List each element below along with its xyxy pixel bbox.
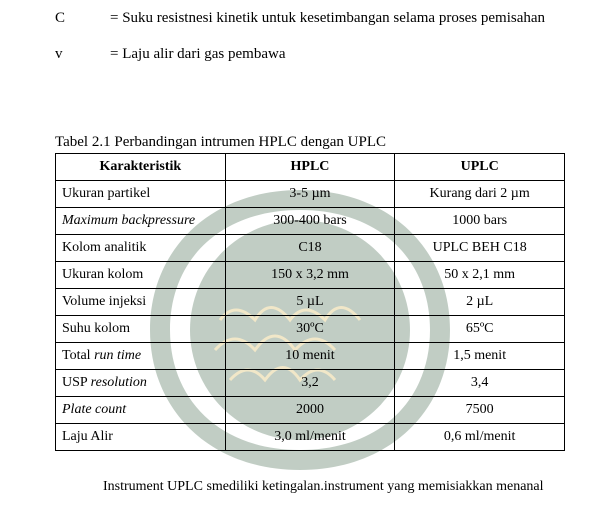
cell-hplc: 30ºC [225, 316, 395, 343]
page-content: C = Suku resistnesi kinetik untuk keseti… [0, 0, 605, 495]
table-header-row: Karakteristik HPLC UPLC [56, 154, 565, 181]
cell-uplc: 1,5 menit [395, 343, 565, 370]
cell-uplc: 0,6 ml/menit [395, 424, 565, 451]
cell-characteristic: Ukuran kolom [56, 262, 226, 289]
definition-v: v = Laju alir dari gas pembawa [55, 36, 565, 72]
cell-characteristic: Suhu kolom [56, 316, 226, 343]
comparison-table: Karakteristik HPLC UPLC Ukuran partikel … [55, 153, 565, 451]
symbol-definitions: C = Suku resistnesi kinetik untuk keseti… [55, 0, 565, 72]
table-row: Maximum backpressure 300-400 bars 1000 b… [56, 208, 565, 235]
cell-characteristic: Plate count [56, 397, 226, 424]
table-row: Volume injeksi 5 µL 2 µL [56, 289, 565, 316]
cell-characteristic: Ukuran partikel [56, 181, 226, 208]
cell-hplc: 2000 [225, 397, 395, 424]
symbol-v: v [55, 36, 110, 72]
label-italic: run time [94, 348, 141, 363]
table-caption: Tabel 2.1 Perbandingan intrumen HPLC den… [55, 134, 565, 151]
cell-characteristic: Maximum backpressure [56, 208, 226, 235]
cell-uplc: 1000 bars [395, 208, 565, 235]
table-row: Ukuran partikel 3-5 µm Kurang dari 2 µm [56, 181, 565, 208]
cell-characteristic: Volume injeksi [56, 289, 226, 316]
definition-c: C = Suku resistnesi kinetik untuk keseti… [55, 0, 565, 36]
cell-characteristic: USP resolution [56, 370, 226, 397]
cell-hplc: 3,2 [225, 370, 395, 397]
cell-hplc: 5 µL [225, 289, 395, 316]
table-body: Ukuran partikel 3-5 µm Kurang dari 2 µm … [56, 181, 565, 451]
header-uplc: UPLC [395, 154, 565, 181]
label-prefix: Total [62, 348, 94, 363]
definition-c-text: = Suku resistnesi kinetik untuk kesetimb… [110, 0, 545, 36]
cell-characteristic: Kolom analitik [56, 235, 226, 262]
symbol-c: C [55, 0, 110, 36]
cell-characteristic: Total run time [56, 343, 226, 370]
table-row: Laju Alir 3,0 ml/menit 0,6 ml/menit [56, 424, 565, 451]
label-prefix: USP [62, 375, 91, 390]
cell-hplc: 300-400 bars [225, 208, 395, 235]
header-characteristic: Karakteristik [56, 154, 226, 181]
cell-hplc: 10 menit [225, 343, 395, 370]
cell-characteristic: Laju Alir [56, 424, 226, 451]
definition-v-text: = Laju alir dari gas pembawa [110, 36, 285, 72]
cell-hplc: 150 x 3,2 mm [225, 262, 395, 289]
cell-hplc: 3,0 ml/menit [225, 424, 395, 451]
table-row: USP resolution 3,2 3,4 [56, 370, 565, 397]
table-row: Total run time 10 menit 1,5 menit [56, 343, 565, 370]
cell-hplc: 3-5 µm [225, 181, 395, 208]
cell-uplc: 50 x 2,1 mm [395, 262, 565, 289]
cell-uplc: 7500 [395, 397, 565, 424]
cell-uplc: 65ºC [395, 316, 565, 343]
cell-uplc: 3,4 [395, 370, 565, 397]
label-italic: resolution [91, 375, 147, 390]
cell-hplc: C18 [225, 235, 395, 262]
cell-uplc: UPLC BEH C18 [395, 235, 565, 262]
table-row: Plate count 2000 7500 [56, 397, 565, 424]
cell-uplc: 2 µL [395, 289, 565, 316]
table-row: Ukuran kolom 150 x 3,2 mm 50 x 2,1 mm [56, 262, 565, 289]
table-row: Suhu kolom 30ºC 65ºC [56, 316, 565, 343]
footer-paragraph: Instrument UPLC smediliki ketingalan.ins… [55, 479, 565, 495]
table-row: Kolom analitik C18 UPLC BEH C18 [56, 235, 565, 262]
cell-uplc: Kurang dari 2 µm [395, 181, 565, 208]
header-hplc: HPLC [225, 154, 395, 181]
